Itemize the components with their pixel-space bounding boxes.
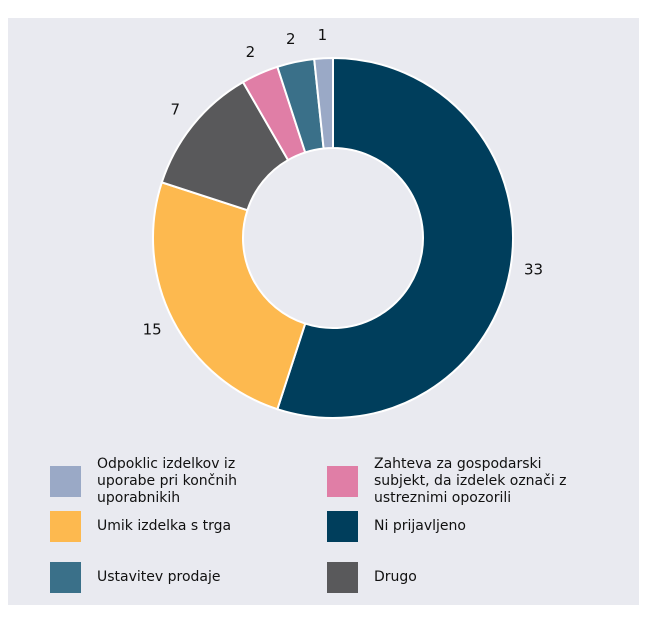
data-label: 1 [318, 26, 328, 44]
legend-item: Drugo [327, 562, 574, 593]
legend-swatch [327, 511, 358, 542]
legend-item: Ni prijavljeno [327, 511, 574, 542]
legend-item: Odpoklic izdelkov iz uporabe pri končnih… [50, 456, 257, 507]
data-label: 15 [143, 321, 162, 339]
legend-item: Umik izdelka s trga [50, 511, 257, 542]
slice [152, 181, 307, 411]
legend-label: Ni prijavljeno [374, 518, 466, 534]
legend-label: Umik izdelka s trga [97, 518, 232, 534]
legend-swatch [327, 562, 358, 593]
data-label: 2 [246, 43, 256, 61]
slice [276, 56, 514, 419]
legend-label: Odpoklic izdelkov iz uporabe pri končnih… [97, 456, 237, 506]
legend-swatch [327, 466, 358, 497]
data-label: 7 [170, 101, 180, 119]
data-label: 2 [286, 30, 296, 48]
legend-label: Zahteva za gospodarski subjekt, da izdel… [374, 456, 567, 506]
data-label: 33 [524, 260, 543, 278]
legend-label: Drugo [374, 569, 417, 585]
legend-item: Ustavitev prodaje [50, 562, 257, 593]
slice [313, 56, 334, 150]
legend-swatch [50, 466, 81, 497]
legend-swatch [50, 562, 81, 593]
legend-label: Ustavitev prodaje [97, 569, 221, 585]
legend-swatch [50, 511, 81, 542]
legend-item: Zahteva za gospodarski subjekt, da izdel… [327, 456, 574, 507]
